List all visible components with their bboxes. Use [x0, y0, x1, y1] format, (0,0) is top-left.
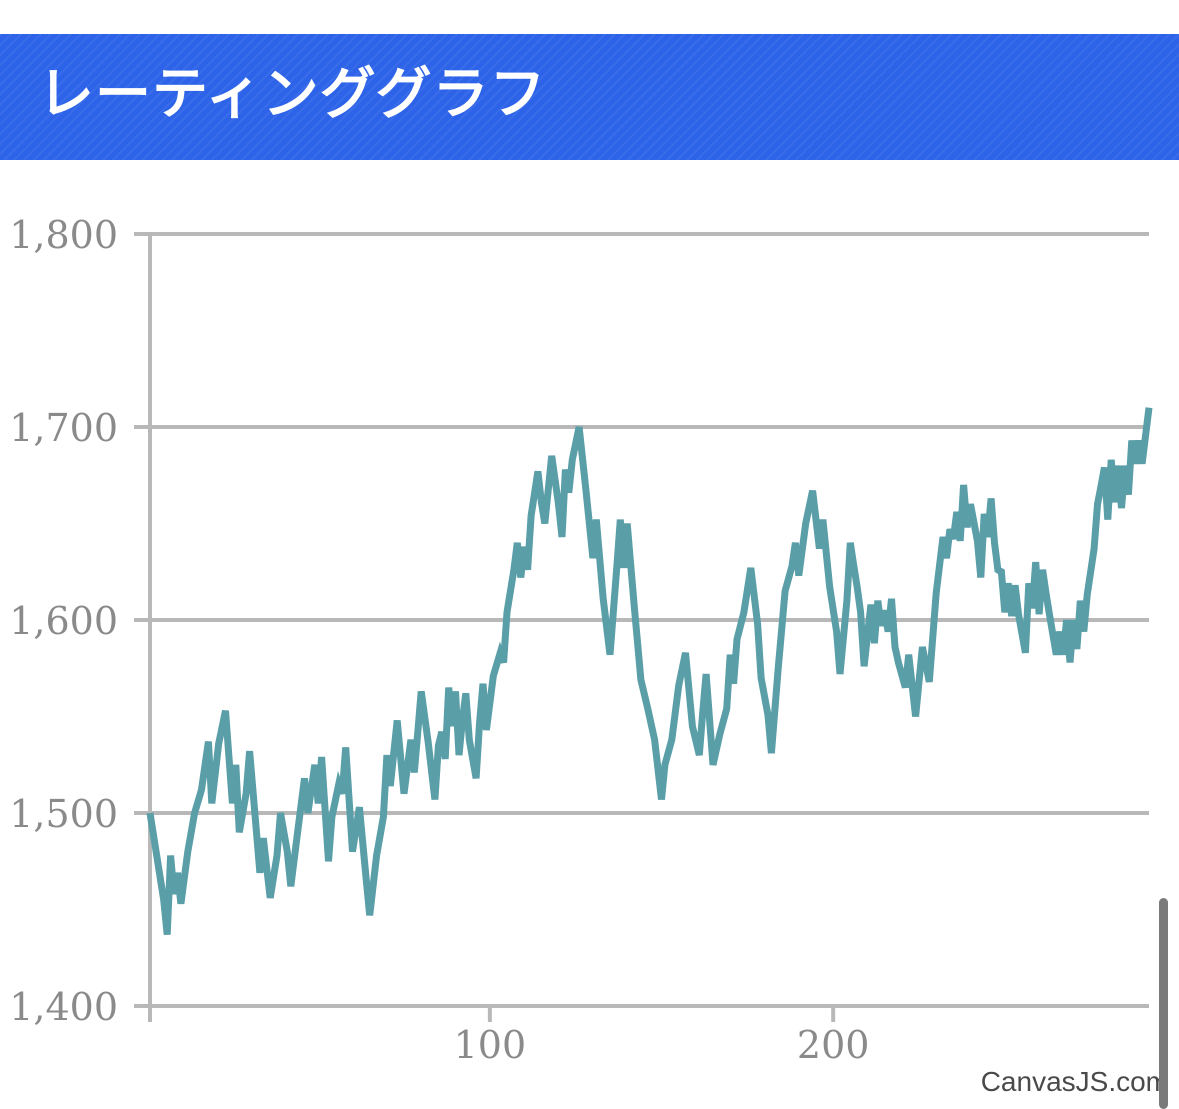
y-tick-label: 1,800 — [9, 213, 118, 257]
x-tick-label: 100 — [454, 1023, 527, 1067]
scrollbar[interactable] — [1159, 898, 1168, 1109]
grid-lines — [150, 232, 1149, 815]
x-tick-label: 200 — [797, 1023, 870, 1067]
tick-labels: 1,400 1,500 1,600 1,700 1,800 100 200 — [9, 213, 869, 1067]
axes — [134, 232, 1149, 1022]
series-layer — [146, 407, 1153, 935]
y-tick-label: 1,400 — [9, 985, 118, 1029]
header-bar: レーティンググラフ — [0, 34, 1179, 160]
rating-series-line — [146, 407, 1153, 935]
y-tick-label: 1,600 — [9, 599, 118, 643]
canvasjs-credit-link[interactable]: CanvasJS.com — [980, 1066, 1169, 1097]
y-tick-label: 1,700 — [9, 406, 118, 450]
y-tick-label: 1,500 — [9, 792, 118, 836]
page-title: レーティンググラフ — [38, 62, 547, 127]
